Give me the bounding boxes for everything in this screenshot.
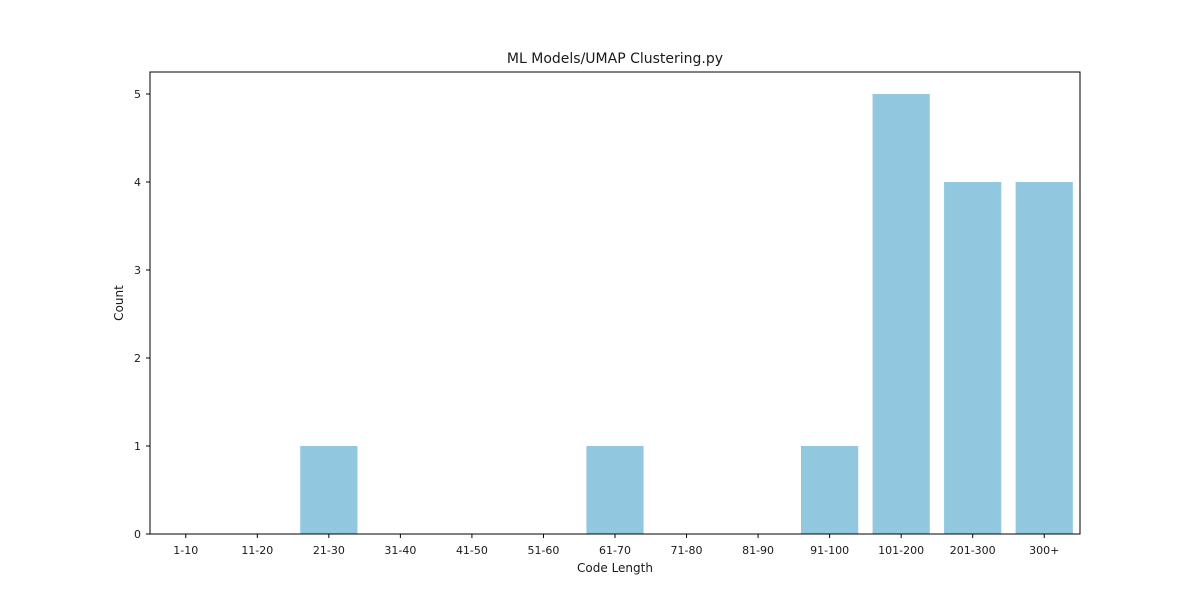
y-axis-ticks: 0 1 2 3 4 5 xyxy=(134,88,150,541)
bar-101-200 xyxy=(872,94,930,534)
bar-91-100 xyxy=(801,446,859,534)
bar-201-300 xyxy=(944,182,1002,534)
bar-300+ xyxy=(1015,182,1073,534)
x-tick-label: 300+ xyxy=(1029,544,1059,557)
x-tick-label: 61-70 xyxy=(599,544,631,557)
x-tick-label: 11-20 xyxy=(241,544,273,557)
x-tick-label: 21-30 xyxy=(313,544,345,557)
x-tick-label: 1-10 xyxy=(173,544,198,557)
y-tick-label: 3 xyxy=(134,264,141,277)
x-tick-label: 51-60 xyxy=(527,544,559,557)
bar-21-30 xyxy=(300,446,358,534)
x-tick-label: 101-200 xyxy=(878,544,924,557)
chart-title: ML Models/UMAP Clustering.py xyxy=(507,51,723,67)
y-tick-label: 1 xyxy=(134,440,141,453)
x-tick-label: 91-100 xyxy=(810,544,849,557)
bar-61-70 xyxy=(586,446,644,534)
x-tick-label: 71-80 xyxy=(671,544,703,557)
x-tick-label: 31-40 xyxy=(384,544,416,557)
y-tick-label: 2 xyxy=(134,352,141,365)
plot-frame xyxy=(149,71,1081,535)
y-tick-label: 4 xyxy=(134,176,141,189)
y-tick-label: 0 xyxy=(134,528,141,541)
y-tick-label: 5 xyxy=(134,88,141,101)
x-axis-ticks: 1-10 11-20 21-30 31-40 41-50 51-60 61-70 71-80 8… xyxy=(173,534,1059,557)
x-tick-label: 41-50 xyxy=(456,544,488,557)
y-axis-label: Count xyxy=(112,285,126,321)
bars-group xyxy=(300,94,1073,534)
x-axis-label: Code Length xyxy=(577,561,653,575)
x-tick-label: 201-300 xyxy=(950,544,996,557)
x-tick-label: 81-90 xyxy=(742,544,774,557)
